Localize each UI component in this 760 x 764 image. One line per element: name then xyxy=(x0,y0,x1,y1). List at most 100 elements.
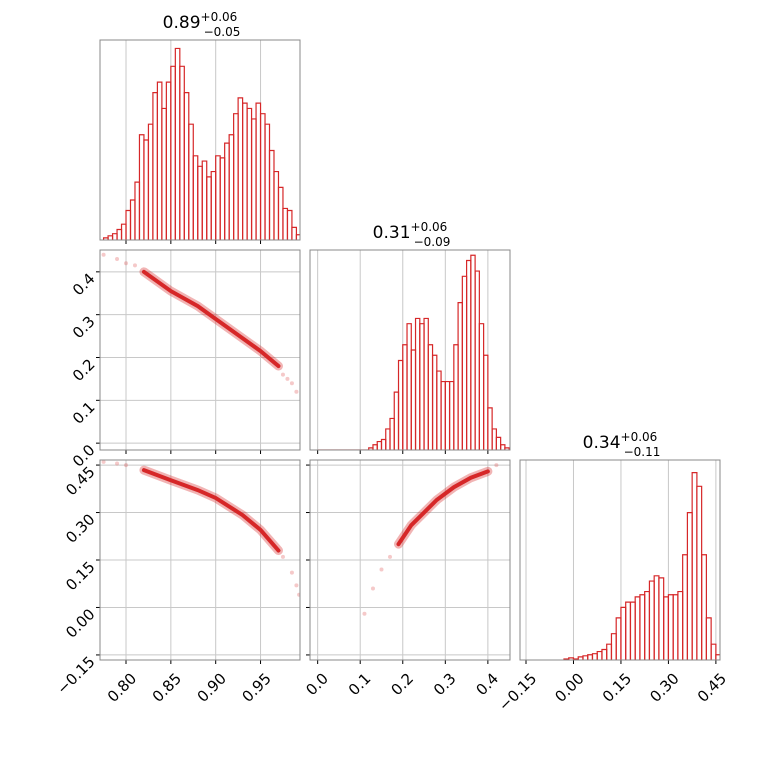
histogram-bin xyxy=(596,650,603,660)
x-tick-label: 0.4 xyxy=(473,670,503,700)
sample-point xyxy=(115,461,120,466)
histogram-bin xyxy=(606,643,613,660)
histogram-bin xyxy=(224,142,230,240)
histogram-bin xyxy=(406,323,412,450)
histogram-bin xyxy=(715,654,720,660)
histogram-bin xyxy=(282,207,289,240)
x-tick-label: 0.80 xyxy=(104,670,140,706)
histogram-bin xyxy=(620,606,627,660)
y-tick-label: 0.45 xyxy=(62,463,98,499)
sample-point xyxy=(101,252,106,257)
histogram-bin xyxy=(470,254,476,450)
panel xyxy=(102,40,300,240)
histogram-bin xyxy=(237,97,244,240)
histogram-bin xyxy=(483,354,489,450)
histogram-bin xyxy=(215,155,221,240)
sample-point xyxy=(280,372,285,377)
histogram-bin xyxy=(667,594,674,660)
histogram-bin xyxy=(448,380,455,450)
title-value: 0.31 xyxy=(373,223,411,243)
histogram-bin xyxy=(143,139,150,240)
histogram-bin xyxy=(147,123,154,240)
title-value: 0.89 xyxy=(163,13,201,33)
title-upper: +0.06 xyxy=(411,220,448,234)
histogram-bin xyxy=(170,65,176,240)
x-tick-label: 0.0 xyxy=(302,670,332,700)
histogram-bin xyxy=(188,123,194,240)
histogram-bin xyxy=(436,370,442,450)
histogram-bin xyxy=(179,65,185,240)
histogram-bin xyxy=(461,275,468,450)
histogram-bin xyxy=(610,633,617,660)
y-tick-label: 0.00 xyxy=(62,605,98,641)
histogram-bin xyxy=(644,590,651,660)
histogram-bin xyxy=(402,344,408,450)
histogram-bin xyxy=(120,223,127,240)
histogram-bin xyxy=(385,428,391,450)
panel xyxy=(100,250,300,450)
histogram-bin xyxy=(444,380,451,450)
panel xyxy=(310,460,510,660)
sample-point xyxy=(494,463,499,468)
x-tick-label: 0.30 xyxy=(646,670,682,706)
histogram-bin xyxy=(174,47,181,240)
histogram-bin xyxy=(273,170,280,240)
x-tick-label: 0.1 xyxy=(345,670,375,700)
x-tick-label: −0.15 xyxy=(495,670,540,715)
histogram-bin xyxy=(696,485,703,660)
sample-point xyxy=(101,460,106,464)
histogram-bin xyxy=(138,134,145,240)
sample-point xyxy=(362,611,367,616)
x-tick-label: 0.3 xyxy=(430,670,460,700)
histogram-bin xyxy=(491,428,497,450)
histogram-bin xyxy=(210,170,217,240)
histogram-bin xyxy=(125,209,132,240)
histogram-bin xyxy=(268,149,275,240)
histogram-bin xyxy=(701,554,707,660)
histogram-bin xyxy=(376,440,383,450)
histogram-bin xyxy=(495,436,502,450)
histogram-bin xyxy=(634,596,641,660)
histogram-bin xyxy=(286,209,293,240)
histogram-bin xyxy=(129,199,136,240)
panel-frame xyxy=(99,39,301,241)
x-tick-label: 0.95 xyxy=(238,670,274,706)
histogram-bin xyxy=(107,235,114,240)
histogram-bin xyxy=(197,165,203,240)
y-tick-label: 0.4 xyxy=(69,270,99,300)
x-tick-label: 0.90 xyxy=(194,670,230,706)
histogram-bin xyxy=(192,155,199,240)
histogram-bin xyxy=(380,438,387,450)
sample-point xyxy=(370,586,375,591)
panel-title: 0.89+0.06 xyxy=(163,10,238,33)
panel-title: 0.31+0.06 xyxy=(373,220,448,243)
sample-point xyxy=(289,570,294,575)
y-tick-label: 0.15 xyxy=(62,558,98,594)
histogram-bin xyxy=(658,577,665,660)
panel-frame xyxy=(99,459,301,661)
histogram-bin xyxy=(682,554,689,660)
sample-point xyxy=(388,554,392,559)
sample-point xyxy=(280,554,285,559)
histogram-bin xyxy=(397,359,404,450)
histogram-bin xyxy=(228,134,235,240)
panel-frame xyxy=(309,459,511,661)
histogram-bin xyxy=(663,596,670,660)
histogram-bin xyxy=(264,123,271,240)
panel-title: 0.34+0.06 xyxy=(583,430,658,453)
histogram-bin xyxy=(500,444,506,450)
panel xyxy=(317,250,510,450)
histogram-bin xyxy=(389,417,395,450)
y-tick-label: 0.1 xyxy=(69,398,99,428)
histogram-bin xyxy=(219,157,226,240)
histogram-bin xyxy=(677,590,684,660)
histogram-bin xyxy=(615,617,622,660)
histogram-bin xyxy=(242,102,248,240)
sample-point xyxy=(294,583,299,588)
histogram-bin xyxy=(474,270,480,450)
histogram-bin xyxy=(201,160,208,240)
contour-band xyxy=(394,466,493,549)
x-tick-label: 0.15 xyxy=(599,670,635,706)
title-upper: +0.06 xyxy=(201,10,238,24)
